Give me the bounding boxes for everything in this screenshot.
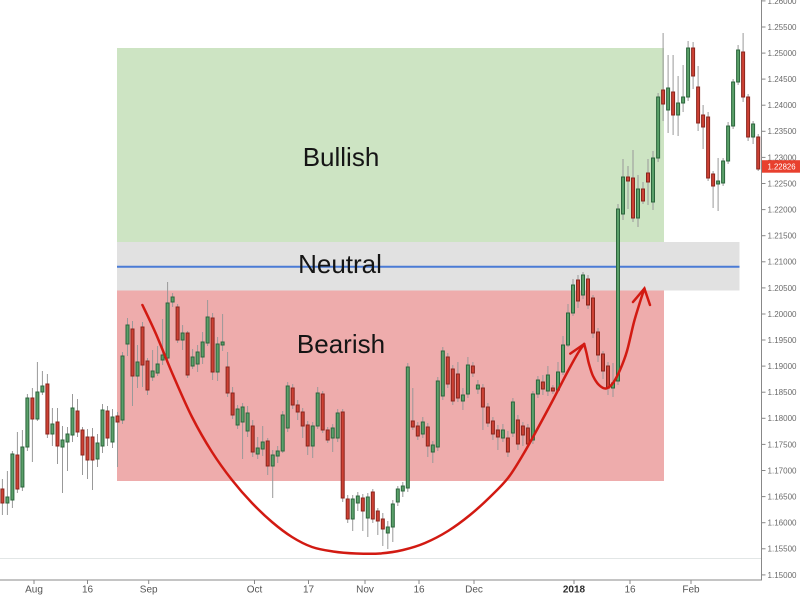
- svg-text:1.24000: 1.24000: [768, 101, 798, 110]
- svg-text:1.18000: 1.18000: [768, 414, 798, 423]
- svg-text:1.25000: 1.25000: [768, 49, 798, 58]
- svg-text:17: 17: [303, 585, 315, 596]
- svg-text:1.21000: 1.21000: [768, 258, 798, 267]
- svg-text:1.22000: 1.22000: [768, 206, 798, 215]
- svg-text:1.21500: 1.21500: [768, 232, 798, 241]
- svg-text:16: 16: [624, 585, 636, 596]
- svg-text:1.23000: 1.23000: [768, 153, 798, 162]
- svg-text:1.22826: 1.22826: [768, 163, 797, 172]
- svg-text:1.17000: 1.17000: [768, 466, 798, 475]
- svg-text:Feb: Feb: [682, 585, 700, 596]
- svg-text:Dec: Dec: [465, 585, 483, 596]
- svg-text:1.25500: 1.25500: [768, 23, 798, 32]
- svg-text:1.16500: 1.16500: [768, 493, 798, 502]
- svg-text:1.17500: 1.17500: [768, 440, 798, 449]
- svg-text:1.19000: 1.19000: [768, 362, 798, 371]
- svg-text:1.19500: 1.19500: [768, 336, 798, 345]
- svg-text:1.24500: 1.24500: [768, 75, 798, 84]
- svg-text:Bullish: Bullish: [303, 142, 380, 172]
- svg-text:Sep: Sep: [140, 585, 158, 596]
- svg-text:1.26000: 1.26000: [768, 0, 798, 6]
- svg-text:16: 16: [413, 585, 425, 596]
- svg-text:1.15000: 1.15000: [768, 571, 798, 580]
- svg-text:16: 16: [82, 585, 94, 596]
- svg-text:1.15500: 1.15500: [768, 545, 798, 554]
- svg-text:Bearish: Bearish: [297, 329, 385, 359]
- svg-text:Neutral: Neutral: [298, 249, 382, 279]
- svg-text:2018: 2018: [563, 585, 586, 596]
- svg-text:1.23500: 1.23500: [768, 127, 798, 136]
- svg-text:1.18500: 1.18500: [768, 388, 798, 397]
- svg-text:1.20500: 1.20500: [768, 284, 798, 293]
- svg-text:Oct: Oct: [247, 585, 263, 596]
- svg-text:1.22500: 1.22500: [768, 179, 798, 188]
- svg-text:Nov: Nov: [356, 585, 374, 596]
- svg-text:1.16000: 1.16000: [768, 519, 798, 528]
- svg-text:Aug: Aug: [25, 585, 43, 596]
- svg-text:1.20000: 1.20000: [768, 310, 798, 319]
